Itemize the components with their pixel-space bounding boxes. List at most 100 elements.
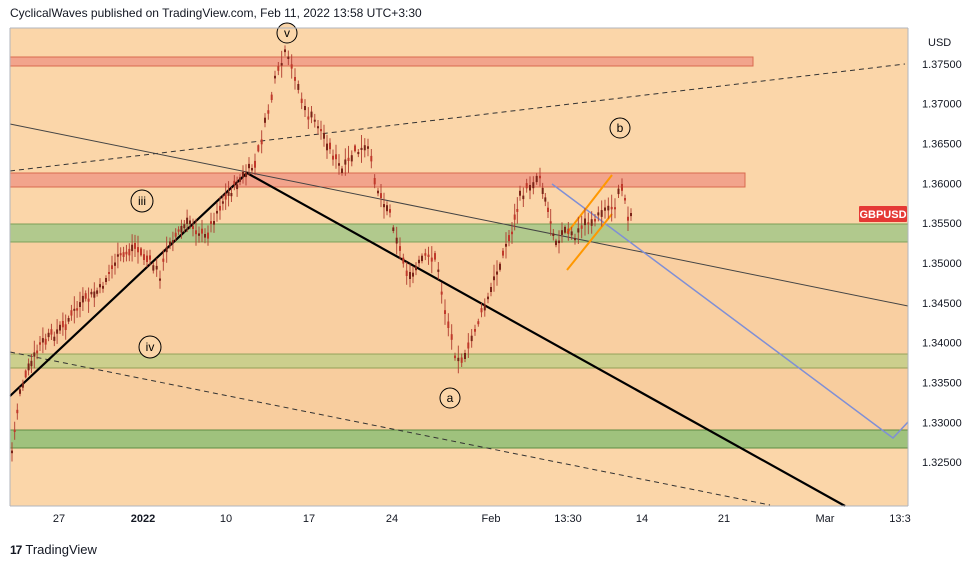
candle — [409, 263, 411, 288]
price-tick-label: 1.34000 — [922, 338, 962, 350]
price-tick-label: 1.35500 — [922, 218, 962, 230]
candle — [290, 54, 293, 79]
candle — [180, 219, 183, 239]
candle — [580, 215, 583, 239]
candle — [146, 250, 148, 268]
wave-label-iv[interactable]: iv — [138, 335, 162, 359]
candle — [561, 222, 563, 243]
tradingview-footer[interactable]: 17 TradingView — [10, 542, 97, 557]
candle — [143, 249, 145, 265]
candle — [192, 218, 194, 237]
candle — [102, 281, 104, 293]
candle — [415, 262, 417, 276]
candle — [81, 287, 84, 311]
candle — [64, 314, 67, 340]
candle — [440, 282, 443, 304]
candle — [392, 225, 395, 234]
candle — [460, 353, 463, 367]
candle — [174, 228, 177, 242]
price-axis-background[interactable] — [908, 28, 977, 506]
time-tick-label: 21 — [718, 513, 730, 525]
candle — [270, 91, 273, 103]
thin-trendline[interactable] — [9, 123, 909, 307]
candle — [201, 219, 203, 243]
time-tick-label: 2022 — [131, 513, 155, 525]
candle — [53, 331, 56, 347]
candle — [357, 149, 360, 158]
candle — [251, 164, 253, 175]
candle — [67, 315, 70, 325]
candle — [323, 124, 325, 147]
candle — [487, 292, 489, 304]
candle — [39, 336, 41, 351]
candle — [499, 261, 501, 272]
candle — [326, 134, 328, 159]
candlestick-series — [11, 45, 632, 462]
candle — [529, 176, 531, 200]
dashed-trendline-upper[interactable] — [9, 63, 906, 172]
candle — [552, 229, 555, 241]
candle — [149, 249, 151, 266]
candle — [277, 62, 280, 76]
wave-label-b[interactable]: b — [609, 117, 631, 139]
candle — [300, 92, 303, 110]
candle — [287, 50, 290, 66]
candle — [24, 369, 27, 379]
wave-label-v[interactable]: v — [276, 22, 298, 44]
price-tick-label: 1.33000 — [922, 417, 962, 429]
candle — [564, 225, 566, 235]
candle — [496, 260, 498, 286]
candle — [421, 253, 423, 264]
candle — [87, 287, 90, 313]
candle — [338, 154, 340, 175]
candle — [177, 226, 180, 235]
candle — [11, 442, 13, 462]
candle — [33, 340, 36, 369]
candle — [532, 176, 535, 195]
candle — [335, 144, 337, 169]
support-zone-lower[interactable] — [9, 429, 909, 449]
candle — [467, 333, 470, 358]
candle — [116, 242, 119, 269]
candle — [280, 50, 283, 78]
time-tick-label: 10 — [220, 513, 232, 525]
symbol-price-tag[interactable]: GBPUSD — [859, 206, 907, 222]
channel-line-blue[interactable] — [551, 183, 909, 440]
candle — [437, 262, 440, 280]
candle — [171, 231, 174, 252]
candle — [630, 208, 632, 221]
resistance-zone-mid[interactable] — [9, 172, 746, 188]
candle — [383, 192, 385, 219]
dashed-trendline-lower[interactable] — [9, 351, 771, 506]
candle — [555, 238, 557, 248]
candle — [380, 184, 382, 208]
candle — [363, 138, 366, 158]
candle — [549, 209, 552, 236]
wave-label-a[interactable]: a — [439, 387, 461, 409]
candle — [155, 258, 158, 277]
candle — [233, 175, 236, 191]
price-tick-label: 1.36500 — [922, 139, 962, 151]
plot-shade-band — [10, 243, 908, 353]
support-zone-upper[interactable] — [9, 223, 909, 243]
candle — [221, 194, 224, 211]
candle — [189, 215, 191, 230]
time-tick-label: 14 — [636, 513, 648, 525]
bull-flag-orange[interactable] — [566, 174, 613, 271]
resistance-zone-top[interactable] — [9, 56, 754, 67]
candle — [604, 199, 606, 219]
candle — [505, 232, 507, 259]
wave-label-iii[interactable]: iii — [130, 189, 154, 213]
candle — [544, 193, 547, 207]
candle — [242, 165, 244, 184]
candle — [594, 214, 596, 227]
candle — [207, 225, 209, 246]
candle — [317, 120, 319, 135]
candle — [159, 270, 161, 289]
tradingview-logo-icon: 17 — [10, 542, 22, 557]
candle — [183, 220, 186, 233]
candle — [525, 178, 528, 193]
candle — [284, 45, 286, 57]
candle — [502, 248, 504, 259]
